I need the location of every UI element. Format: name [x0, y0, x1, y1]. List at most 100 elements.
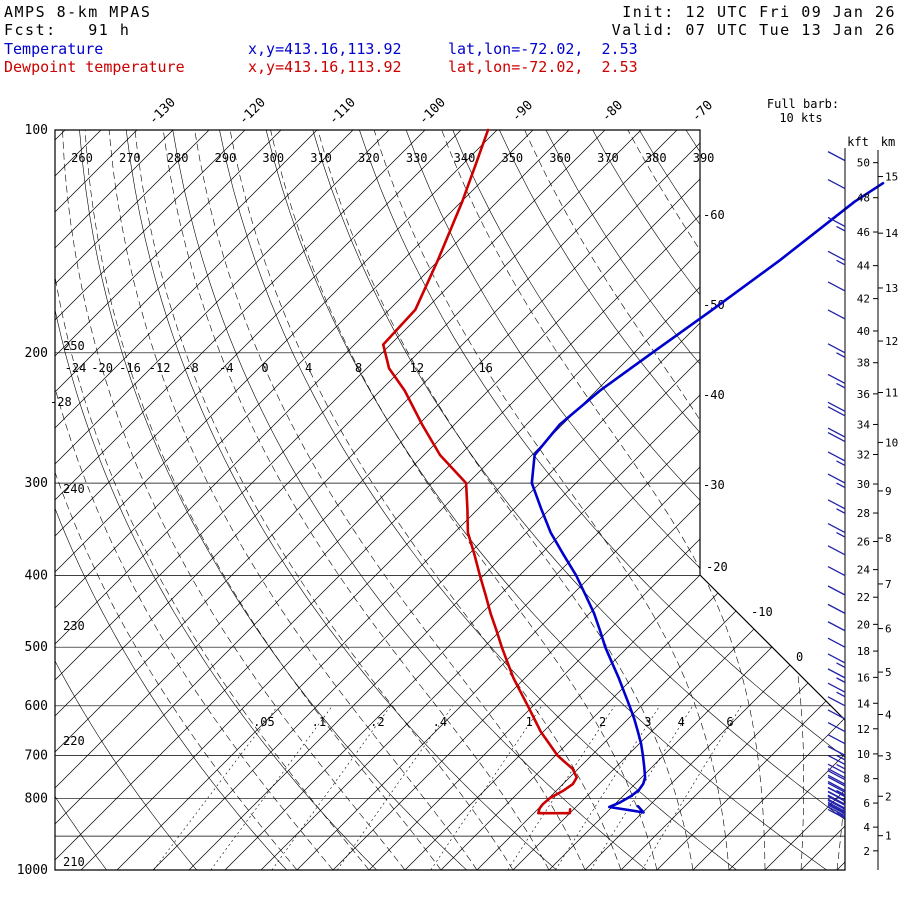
svg-text:18: 18 [857, 645, 870, 658]
svg-text:.1: .1 [312, 715, 326, 729]
svg-text:330: 330 [406, 151, 428, 165]
svg-text:4: 4 [885, 708, 892, 721]
svg-text:3: 3 [885, 750, 892, 763]
svg-text:-20: -20 [91, 361, 113, 375]
forecast-hour: Fcst: 91 h [4, 21, 131, 39]
svg-text:290: 290 [215, 151, 237, 165]
svg-text:-70: -70 [689, 98, 716, 125]
svg-text:28: 28 [857, 507, 870, 520]
dewpoint-legend-label: Dewpoint temperature [4, 58, 185, 76]
svg-text:390: 390 [693, 151, 715, 165]
svg-text:800: 800 [25, 791, 48, 806]
init-time: Init: 12 UTC Fri 09 Jan 26 [622, 3, 896, 21]
svg-text:Full barb:: Full barb: [767, 97, 839, 111]
svg-text:.2: .2 [370, 715, 384, 729]
valid-time: Valid: 07 UTC Tue 13 Jan 26 [611, 21, 896, 39]
svg-text:2: 2 [863, 845, 870, 858]
svg-text:38: 38 [857, 357, 870, 370]
svg-text:360: 360 [549, 151, 571, 165]
svg-text:2: 2 [599, 715, 606, 729]
svg-text:350: 350 [501, 151, 523, 165]
svg-text:-4: -4 [219, 361, 233, 375]
svg-text:46: 46 [857, 226, 870, 239]
svg-text:300: 300 [262, 151, 284, 165]
svg-text:-8: -8 [184, 361, 198, 375]
svg-text:1000: 1000 [17, 863, 48, 878]
svg-text:8: 8 [355, 361, 362, 375]
svg-text:-40: -40 [703, 388, 725, 402]
height-axes: 1234567891011121314152468101214161820222… [847, 135, 899, 870]
svg-text:50: 50 [857, 157, 870, 170]
dry-adiabats [55, 130, 845, 870]
svg-text:-24: -24 [65, 361, 87, 375]
svg-text:5: 5 [885, 666, 892, 679]
svg-text:230: 230 [63, 619, 85, 633]
model-title: AMPS 8-km MPAS [4, 3, 152, 21]
svg-text:.05: .05 [253, 715, 275, 729]
svg-text:9: 9 [885, 485, 892, 498]
isotherms-isobars [55, 130, 845, 870]
svg-text:-130: -130 [146, 95, 179, 128]
svg-text:26: 26 [857, 536, 870, 549]
svg-text:100: 100 [25, 123, 48, 138]
svg-text:-10: -10 [751, 605, 773, 619]
svg-text:13: 13 [885, 282, 898, 295]
svg-text:310: 310 [310, 151, 332, 165]
svg-text:16: 16 [478, 361, 492, 375]
moist-adiabats [55, 130, 845, 870]
svg-text:-120: -120 [236, 95, 269, 128]
svg-text:-80: -80 [599, 98, 626, 125]
svg-text:250: 250 [63, 339, 85, 353]
svg-text:3: 3 [644, 715, 651, 729]
svg-text:14: 14 [857, 697, 871, 710]
svg-text:4: 4 [305, 361, 312, 375]
svg-text:16: 16 [857, 671, 870, 684]
svg-text:14: 14 [885, 227, 899, 240]
svg-text:44: 44 [857, 260, 871, 273]
svg-text:22: 22 [857, 591, 870, 604]
svg-text:10 kts: 10 kts [779, 111, 822, 125]
svg-text:370: 370 [597, 151, 619, 165]
svg-text:2: 2 [885, 790, 892, 803]
svg-text:6: 6 [885, 623, 892, 636]
svg-text:24: 24 [857, 564, 871, 577]
svg-text:kft: kft [847, 135, 869, 149]
temperature-legend-label: Temperature [4, 40, 104, 58]
svg-text:1: 1 [526, 715, 533, 729]
svg-text:-12: -12 [149, 361, 171, 375]
svg-text:12: 12 [885, 335, 898, 348]
svg-text:270: 270 [119, 151, 141, 165]
svg-text:-28: -28 [50, 395, 72, 409]
svg-text:220: 220 [63, 734, 85, 748]
svg-text:4: 4 [678, 715, 685, 729]
svg-text:320: 320 [358, 151, 380, 165]
svg-text:42: 42 [857, 293, 870, 306]
svg-text:10: 10 [885, 436, 898, 449]
svg-text:280: 280 [167, 151, 189, 165]
svg-text:12: 12 [410, 361, 424, 375]
svg-text:340: 340 [454, 151, 476, 165]
svg-text:240: 240 [63, 482, 85, 496]
svg-text:-50: -50 [703, 298, 725, 312]
svg-text:36: 36 [857, 388, 870, 401]
svg-text:4: 4 [863, 821, 870, 834]
dewpoint-grid-coords: x,y=413.16,113.92 [248, 58, 402, 76]
svg-text:700: 700 [25, 748, 48, 763]
wind-barbs [827, 151, 846, 820]
svg-text:-60: -60 [703, 208, 725, 222]
svg-text:380: 380 [645, 151, 667, 165]
dewpoint-curve [381, 128, 579, 815]
svg-text:20: 20 [857, 618, 870, 631]
svg-text:15: 15 [885, 171, 898, 184]
svg-text:12: 12 [857, 723, 870, 736]
svg-text:-110: -110 [326, 95, 359, 128]
svg-text:1: 1 [885, 830, 892, 843]
svg-text:500: 500 [25, 640, 48, 655]
svg-text:0: 0 [261, 361, 268, 375]
temperature-curve [530, 181, 885, 814]
svg-text:210: 210 [63, 855, 85, 869]
svg-text:6: 6 [726, 715, 733, 729]
